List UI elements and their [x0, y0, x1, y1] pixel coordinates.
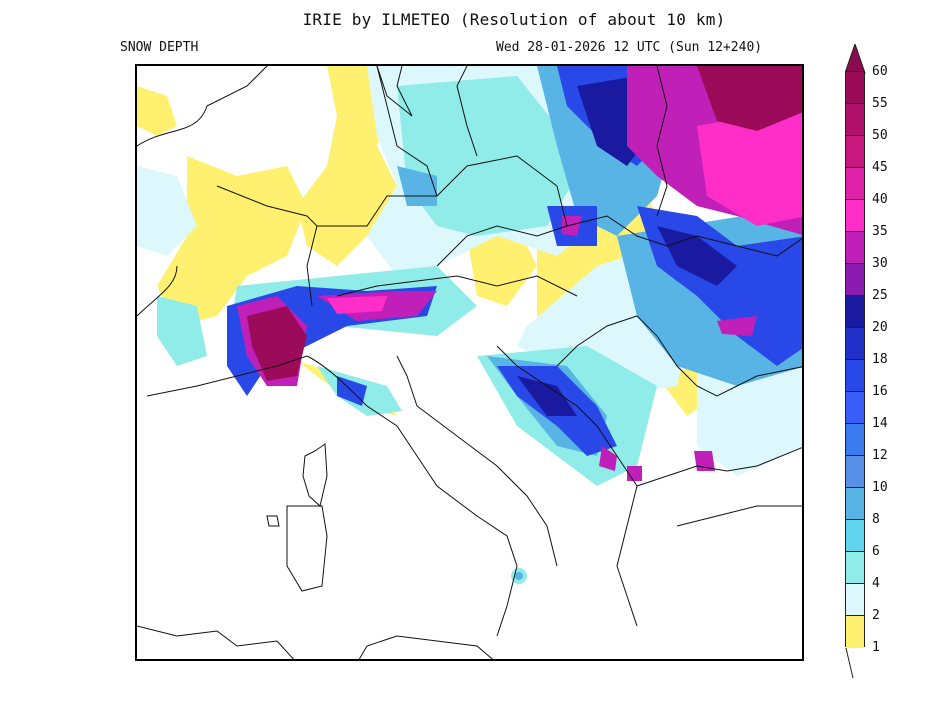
colorbar-segment [846, 456, 864, 488]
colorbar-segment [846, 328, 864, 360]
colorbar-tick-label: 10 [872, 480, 888, 495]
title-text: IRIE by ILMETEO (Resolution of about 10 … [302, 10, 726, 29]
colorbar-tick-label: 18 [872, 352, 888, 367]
colorbar-segment [846, 360, 864, 392]
colorbar-tick-label: 25 [872, 288, 888, 303]
parameter-label: SNOW DEPTH [120, 40, 199, 55]
chart-title: IRIE by ILMETEO (Resolution of about 10 … [0, 10, 940, 29]
colorbar-segments [845, 71, 865, 648]
colorbar-tick-label: 8 [872, 512, 880, 527]
colorbar-segment [846, 168, 864, 200]
colorbar-tick-label: 30 [872, 256, 888, 271]
colorbar-tick-label: 12 [872, 448, 888, 463]
colorbar-segment [846, 488, 864, 520]
country-borders [137, 66, 802, 659]
valid-time-label: Wed 28-01-2026 12 UTC (Sun 12+240) [496, 40, 763, 55]
snow-depth-map [135, 64, 804, 661]
colorbar-tick-label: 55 [872, 96, 888, 111]
colorbar-segment [846, 200, 864, 232]
colorbar-segment [846, 552, 864, 584]
colorbar-segment [846, 584, 864, 616]
colorbar-segment [846, 296, 864, 328]
colorbar-tick-label: 60 [872, 64, 888, 79]
snow-55-60cm-areas [247, 66, 802, 381]
colorbar-bottom-tick [845, 648, 854, 679]
colorbar-segment [846, 72, 864, 104]
islands [266, 443, 328, 592]
colorbar-top-arrow [845, 44, 866, 74]
map-canvas [137, 66, 802, 659]
colorbar-segment [846, 520, 864, 552]
colorbar-segment [846, 136, 864, 168]
colorbar-segment [846, 392, 864, 424]
colorbar-tick-label: 14 [872, 416, 888, 431]
colorbar-tick-label: 4 [872, 576, 880, 591]
colorbar-tick-label: 6 [872, 544, 880, 559]
colorbar: 60 55 50 45 40 35 30 25 20 18 16 14 12 10 8 6 4 2 1 [845, 44, 888, 684]
colorbar-segment [846, 232, 864, 264]
colorbar-tick-label: 20 [872, 320, 888, 335]
snow-40-45cm-areas [327, 106, 802, 314]
colorbar-tick-label: 35 [872, 224, 888, 239]
colorbar-tick-label: 16 [872, 384, 888, 399]
colorbar-segment [846, 264, 864, 296]
colorbar-tick-label: 1 [872, 640, 880, 655]
colorbar-tick-label: 2 [872, 608, 880, 623]
colorbar-tick-label: 45 [872, 160, 888, 175]
colorbar-segment [846, 616, 864, 648]
colorbar-segment [846, 424, 864, 456]
colorbar-tick-label: 50 [872, 128, 888, 143]
colorbar-segment [846, 104, 864, 136]
colorbar-tick-label: 40 [872, 192, 888, 207]
